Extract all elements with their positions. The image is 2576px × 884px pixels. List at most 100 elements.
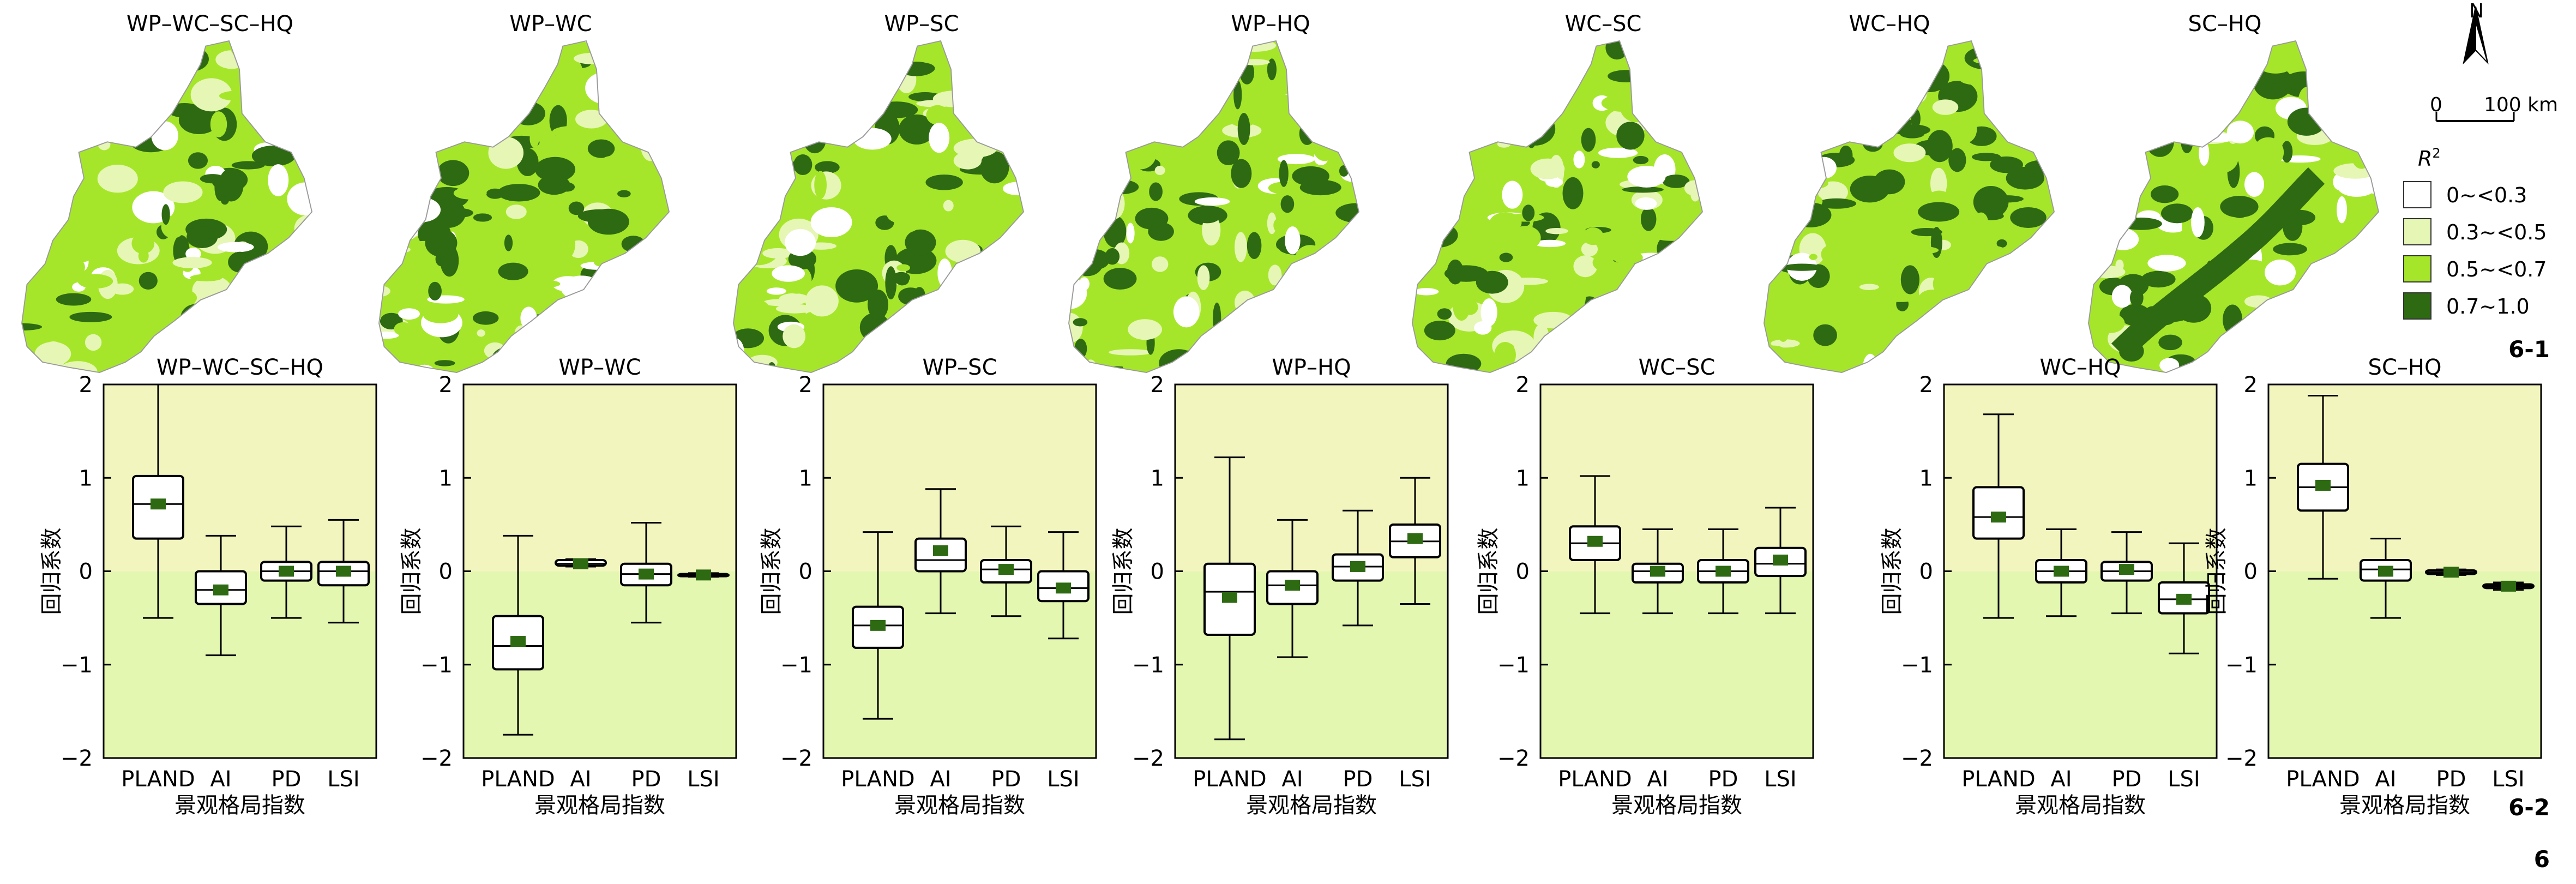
- map-patch: [1412, 229, 1433, 242]
- map-patch: [2007, 366, 2038, 373]
- map-patch: [1122, 357, 1145, 373]
- map-patch: [1293, 310, 1310, 332]
- map-patch: [1425, 63, 1465, 93]
- x-tick-label: PD: [631, 767, 661, 792]
- map-patch: [733, 338, 744, 368]
- map-patch: [1890, 369, 1921, 373]
- map-outline: [1068, 40, 1360, 373]
- map-patch: [220, 195, 230, 205]
- r2-map: [1764, 40, 2055, 373]
- map-patch: [907, 301, 940, 326]
- mean-marker: [2176, 593, 2192, 605]
- map-patch: [2344, 294, 2371, 315]
- map-patch: [1013, 314, 1024, 325]
- map-patch: [1635, 197, 1657, 210]
- map-patch: [135, 101, 143, 114]
- map-patch: [744, 59, 775, 81]
- map-patch: [2089, 117, 2122, 147]
- map-patch: [1502, 181, 1523, 209]
- map-patch: [1319, 288, 1329, 298]
- map-patch: [1939, 254, 1958, 263]
- map-patch: [1182, 58, 1193, 87]
- map-patch: [635, 186, 669, 206]
- map-patch: [1865, 92, 1896, 102]
- map-patch: [1868, 116, 1912, 129]
- map-patch: [585, 41, 612, 45]
- map-patch: [2351, 140, 2372, 169]
- map-patch: [1170, 72, 1195, 94]
- x-axis-label: 景观格局指数: [894, 793, 1025, 818]
- boxplot-title: WP–WC: [558, 355, 641, 380]
- map-patch: [1290, 67, 1308, 97]
- map-patch: [190, 274, 222, 281]
- map-patch: [627, 264, 637, 274]
- map-patch: [2205, 144, 2238, 173]
- map-patch: [165, 78, 176, 87]
- map-patch: [1280, 195, 1295, 213]
- map-patch: [198, 231, 223, 239]
- y-tick-label: −2: [1497, 746, 1530, 771]
- map-patch: [257, 257, 294, 276]
- mean-marker: [151, 498, 166, 510]
- map-patch: [1235, 232, 1247, 262]
- map-patch: [1642, 327, 1659, 358]
- map-patch: [605, 321, 638, 347]
- map-patch: [1640, 336, 1651, 344]
- panel-label-figure: 6: [2534, 846, 2550, 873]
- map-patch: [1782, 263, 1823, 271]
- map-patch: [2089, 146, 2127, 158]
- map-patch: [2209, 290, 2244, 310]
- x-tick-label: PD: [272, 767, 302, 792]
- map-patch: [475, 88, 502, 121]
- map-patch: [301, 303, 312, 316]
- map-patch: [2281, 141, 2293, 163]
- map-patch: [1452, 59, 1480, 75]
- map-patch: [1420, 103, 1463, 129]
- x-tick-label: LSI: [1764, 767, 1796, 792]
- map-patch: [853, 128, 892, 150]
- map-patch: [1817, 181, 1848, 203]
- map-patch: [793, 154, 812, 176]
- map-patch: [503, 51, 511, 83]
- scale-zero: 0: [2430, 94, 2442, 116]
- map-patch: [1312, 129, 1338, 161]
- map-patch: [1685, 279, 1702, 310]
- map-patch: [2093, 167, 2110, 181]
- map-patch: [1352, 301, 1359, 309]
- y-tick-label: 1: [1516, 466, 1530, 491]
- map-patch: [2321, 107, 2339, 124]
- map-patch: [394, 322, 413, 336]
- map-patch: [885, 266, 897, 300]
- map-patch: [1167, 72, 1196, 87]
- map-patch: [1081, 145, 1112, 169]
- map-patch: [1475, 51, 1508, 60]
- map-patch: [279, 42, 312, 54]
- x-tick-label: PLAND: [2286, 767, 2360, 792]
- map-patch: [989, 41, 1024, 62]
- negative-region: [1540, 571, 1813, 758]
- map-patch: [1104, 179, 1139, 195]
- map-patch: [843, 41, 882, 69]
- map-patch: [2226, 348, 2262, 370]
- map-patch: [2314, 347, 2354, 368]
- map-patch: [1413, 288, 1439, 296]
- map-patch: [1159, 349, 1199, 373]
- map-patch: [1080, 82, 1124, 96]
- map-patch: [1533, 239, 1566, 248]
- map-patch: [1885, 352, 1903, 373]
- map-patch: [805, 285, 839, 317]
- map-patch: [173, 46, 209, 72]
- map-patch: [29, 124, 61, 145]
- map-patch: [1538, 74, 1547, 106]
- map-patch: [59, 77, 90, 84]
- map-patch: [219, 91, 259, 101]
- swatch-icon: [2403, 292, 2431, 320]
- y-tick-label: 2: [799, 372, 812, 398]
- map-patch: [2161, 203, 2193, 224]
- map-patch: [128, 103, 168, 111]
- map-patch: [2007, 301, 2027, 327]
- map-patch: [745, 100, 770, 128]
- map-patch: [1675, 111, 1694, 145]
- map-patch: [405, 95, 422, 103]
- map-patch: [559, 182, 575, 192]
